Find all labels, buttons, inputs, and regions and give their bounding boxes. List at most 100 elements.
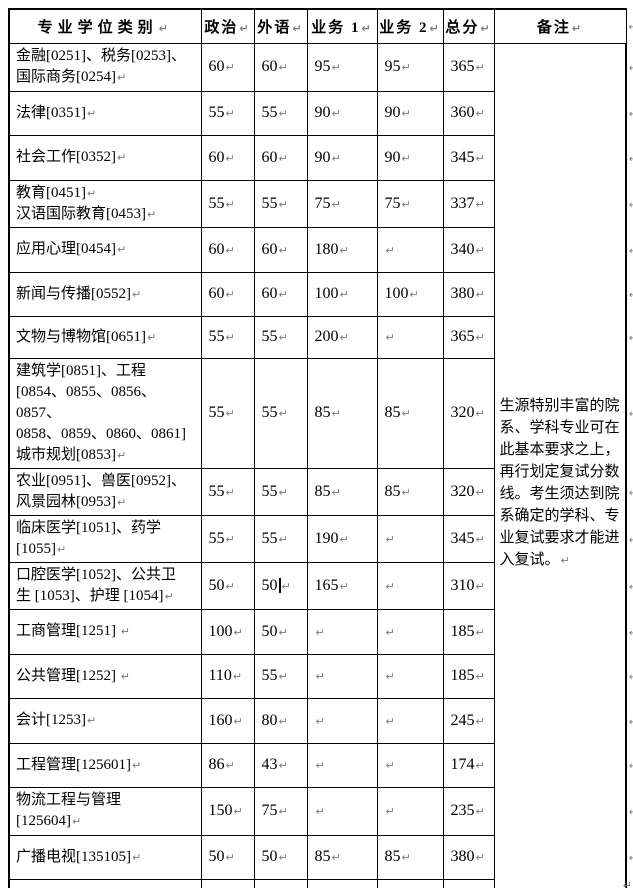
total-cell[interactable]: 310↵ (442, 561, 495, 610)
business1-cell[interactable]: ↵ (306, 742, 378, 788)
total-cell[interactable]: 365↵ (442, 315, 495, 359)
politics-cell[interactable]: 100↵ (200, 608, 255, 655)
total-cell[interactable]: 174↵ (442, 742, 495, 788)
business2-cell[interactable]: ↵ (376, 786, 444, 836)
foreign-cell[interactable]: 60↵ (253, 226, 308, 273)
politics-cell[interactable]: 60↵ (200, 42, 255, 92)
total-cell[interactable]: 350↵ (442, 878, 495, 888)
total-cell[interactable]: 320↵ (442, 357, 495, 469)
foreign-cell[interactable]: 55↵ (253, 467, 308, 516)
total-cell[interactable]: 345↵ (442, 134, 495, 181)
business1-cell[interactable]: 165↵ (306, 561, 378, 610)
total-cell[interactable]: 245↵ (442, 697, 495, 744)
business2-cell[interactable]: ↵ (376, 226, 444, 273)
politics-cell[interactable]: 150↵ (200, 786, 255, 836)
header-business2[interactable]: 业务 2↵ (376, 8, 444, 44)
politics-cell[interactable]: 50↵ (200, 561, 255, 610)
category-cell[interactable]: 法律[0351]↵ (8, 90, 202, 136)
total-cell[interactable]: 185↵ (442, 653, 495, 699)
foreign-cell[interactable]: 50↵ (253, 608, 308, 655)
foreign-cell[interactable]: 50↵ (253, 561, 308, 610)
category-cell[interactable]: 农业[0951]、兽医[0952]、 风景园林[0953]↵ (8, 467, 202, 516)
foreign-cell[interactable]: 60↵ (253, 134, 308, 181)
politics-cell[interactable]: 110↵ (200, 653, 255, 699)
foreign-cell[interactable]: 55↵ (253, 653, 308, 699)
business1-cell[interactable]: 90↵ (306, 134, 378, 181)
business2-cell[interactable]: 75↵ (376, 179, 444, 228)
politics-cell[interactable]: 60↵ (200, 271, 255, 317)
business2-cell[interactable]: 90↵ (376, 134, 444, 181)
politics-cell[interactable]: 55↵ (200, 467, 255, 516)
foreign-cell[interactable]: 80↵ (253, 697, 308, 744)
foreign-cell[interactable]: 60↵ (253, 271, 308, 317)
header-business1[interactable]: 业务 1↵ (306, 8, 378, 44)
business1-cell[interactable]: 85↵ (306, 467, 378, 516)
business1-cell[interactable]: ↵ (306, 786, 378, 836)
politics-cell[interactable]: 86↵ (200, 742, 255, 788)
total-cell[interactable]: 380↵ (442, 834, 495, 880)
total-cell[interactable]: 340↵ (442, 226, 495, 273)
politics-cell[interactable]: 60↵ (200, 134, 255, 181)
politics-cell[interactable]: 60↵ (200, 226, 255, 273)
business2-cell[interactable]: ↵ (376, 561, 444, 610)
business1-cell[interactable]: 85↵ (306, 878, 378, 888)
politics-cell[interactable]: 55↵ (200, 357, 255, 469)
foreign-cell[interactable]: 55↵ (253, 179, 308, 228)
category-cell[interactable]: 新闻与传播[0552]↵ (8, 271, 202, 317)
foreign-cell[interactable]: 55↵ (253, 90, 308, 136)
foreign-cell[interactable]: 75↵ (253, 786, 308, 836)
category-cell[interactable]: 教育[0451]↵ 汉语国际教育[0453]↵ (8, 179, 202, 228)
category-cell[interactable]: 社会工作[0352]↵ (8, 134, 202, 181)
category-cell[interactable]: 应用心理[0454]↵ (8, 226, 202, 273)
category-cell[interactable]: 美术[135107]↵ (8, 878, 202, 888)
total-cell[interactable]: 337↵ (442, 179, 495, 228)
business2-cell[interactable]: ↵ (376, 608, 444, 655)
category-cell[interactable]: 会计[1253]↵ (8, 697, 202, 744)
business1-cell[interactable]: 190↵ (306, 514, 378, 563)
foreign-cell[interactable]: 50↵ (253, 878, 308, 888)
business2-cell[interactable]: ↵ (376, 653, 444, 699)
header-total[interactable]: 总分↵ (442, 8, 495, 44)
category-cell[interactable]: 文物与博物馆[0651]↵ (8, 315, 202, 359)
business2-cell[interactable]: 85↵ (376, 878, 444, 888)
business1-cell[interactable]: ↵ (306, 653, 378, 699)
politics-cell[interactable]: 160↵ (200, 697, 255, 744)
category-cell[interactable]: 物流工程与管理 [125604]↵ (8, 786, 202, 836)
business2-cell[interactable]: 100↵ (376, 271, 444, 317)
business1-cell[interactable]: 85↵ (306, 834, 378, 880)
total-cell[interactable]: 360↵ (442, 90, 495, 136)
category-cell[interactable]: 广播电视[135105]↵ (8, 834, 202, 880)
politics-cell[interactable]: 55↵ (200, 90, 255, 136)
total-cell[interactable]: 185↵ (442, 608, 495, 655)
category-cell[interactable]: 金融[0251]、税务[0253]、 国际商务[0254]↵ (8, 42, 202, 92)
business1-cell[interactable]: 90↵ (306, 90, 378, 136)
politics-cell[interactable]: 55↵ (200, 315, 255, 359)
header-politics[interactable]: 政治↵ (200, 8, 255, 44)
foreign-cell[interactable]: 50↵ (253, 834, 308, 880)
category-cell[interactable]: 工商管理[1251] ↵ (8, 608, 202, 655)
total-cell[interactable]: 380↵ (442, 271, 495, 317)
foreign-cell[interactable]: 55↵ (253, 357, 308, 469)
category-cell[interactable]: 临床医学[1051]、药学 [1055]↵ (8, 514, 202, 563)
business2-cell[interactable]: 85↵ (376, 834, 444, 880)
category-cell[interactable]: 口腔医学[1052]、公共卫 生 [1053]、护理 [1054]↵ (8, 561, 202, 610)
business2-cell[interactable]: ↵ (376, 315, 444, 359)
business2-cell[interactable]: ↵ (376, 697, 444, 744)
politics-cell[interactable]: 55↵ (200, 179, 255, 228)
business1-cell[interactable]: 95↵ (306, 42, 378, 92)
business2-cell[interactable]: ↵ (376, 742, 444, 788)
business1-cell[interactable]: 180↵ (306, 226, 378, 273)
business2-cell[interactable]: 90↵ (376, 90, 444, 136)
politics-cell[interactable]: 50↵ (200, 834, 255, 880)
foreign-cell[interactable]: 55↵ (253, 315, 308, 359)
header-foreign[interactable]: 外语↵ (253, 8, 308, 44)
business1-cell[interactable]: ↵ (306, 608, 378, 655)
total-cell[interactable]: 345↵ (442, 514, 495, 563)
remark-cell[interactable]: 生源特别丰富的院系、学科专业可在此基本要求之上，再行划定复试分数线。考生须达到院… (493, 42, 627, 888)
category-cell[interactable]: 工程管理[125601]↵ (8, 742, 202, 788)
foreign-cell[interactable]: 43↵ (253, 742, 308, 788)
business1-cell[interactable]: 100↵ (306, 271, 378, 317)
total-cell[interactable]: 365↵ (442, 42, 495, 92)
politics-cell[interactable]: 55↵ (200, 514, 255, 563)
foreign-cell[interactable]: 55↵ (253, 514, 308, 563)
